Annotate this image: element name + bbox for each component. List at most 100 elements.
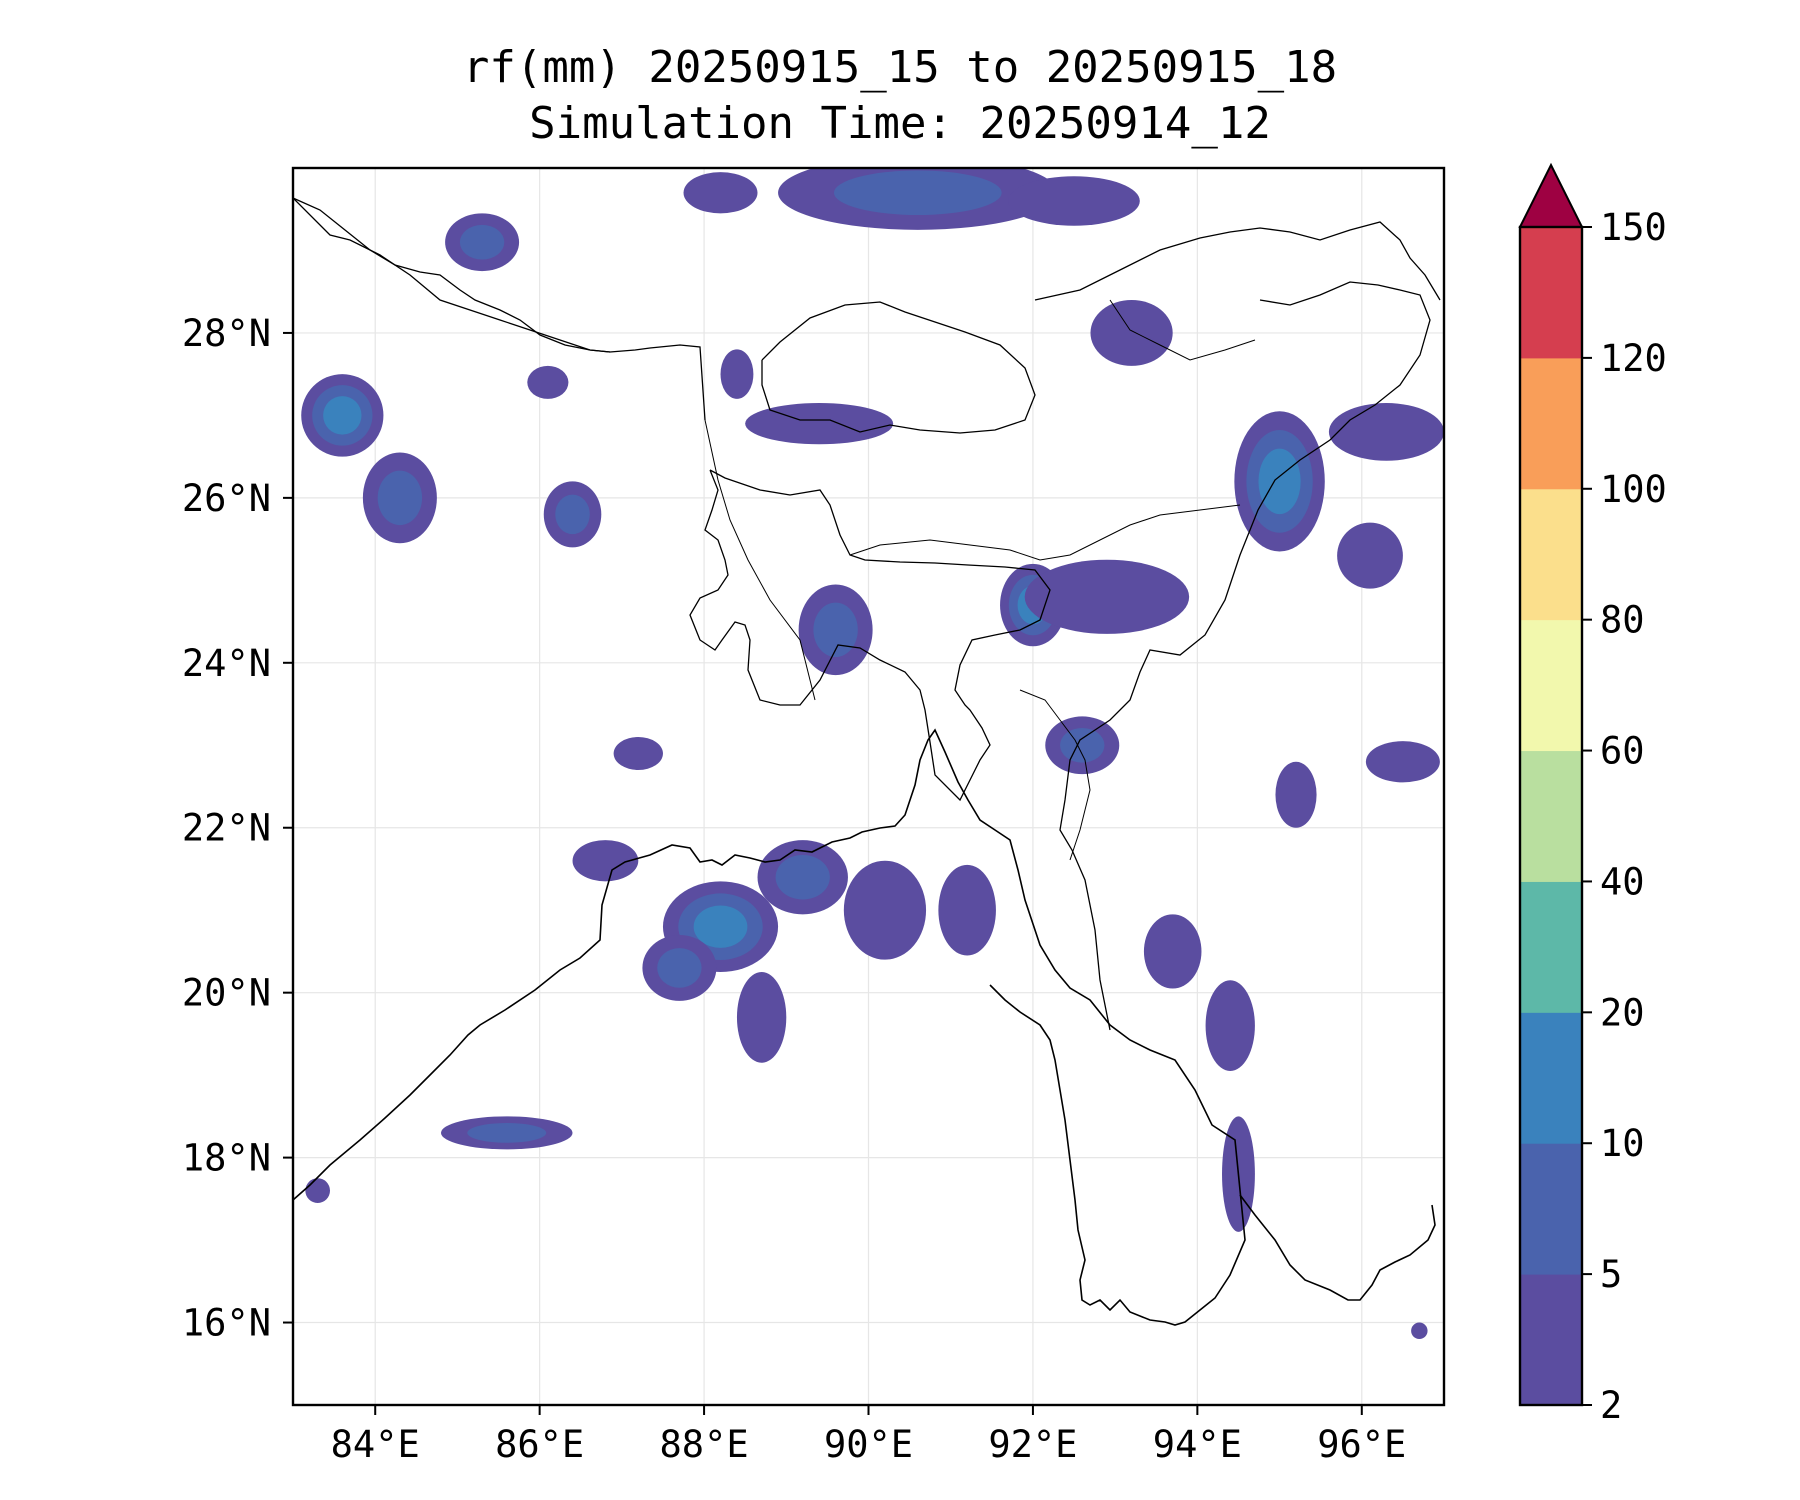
colorbar-segment bbox=[1520, 1274, 1582, 1406]
rain-cell bbox=[798, 584, 873, 676]
colorbar-extend-arrow bbox=[1518, 162, 1584, 228]
rain-cell bbox=[1008, 176, 1140, 226]
lat-tick-label: 20°N bbox=[182, 972, 271, 1015]
lat-tick-label: 24°N bbox=[182, 642, 271, 685]
coastline-east-india bbox=[293, 728, 1246, 1326]
rain-cell bbox=[757, 840, 848, 915]
colorbar-tick-label: 100 bbox=[1600, 468, 1667, 511]
rain-contour bbox=[1008, 176, 1140, 226]
border-nepal-china bbox=[293, 197, 611, 353]
rain-contour bbox=[555, 494, 590, 535]
rain-contour bbox=[1337, 522, 1403, 589]
rain-contour bbox=[467, 1122, 547, 1143]
rain-cell bbox=[1045, 716, 1120, 775]
lon-tick-label: 86°E bbox=[495, 1423, 584, 1466]
colorbar-tick-label: 60 bbox=[1600, 730, 1645, 773]
rain-cell bbox=[1090, 299, 1173, 366]
coastline-myanmar-south bbox=[1239, 1194, 1436, 1301]
colorbar-tick-label: 80 bbox=[1600, 599, 1645, 642]
rain-cell bbox=[843, 860, 927, 960]
colorbar-tick-label: 120 bbox=[1600, 337, 1667, 380]
coastlines-borders bbox=[293, 197, 1441, 1326]
lat-tick-label: 28°N bbox=[182, 312, 271, 355]
colorbar-tick-label: 20 bbox=[1600, 991, 1645, 1034]
border-bangladesh bbox=[689, 469, 1051, 802]
border-tripura-mizoram bbox=[1019, 689, 1091, 861]
rain-cell bbox=[938, 864, 996, 956]
rain-contour bbox=[1411, 1322, 1428, 1340]
border-india-myanmar bbox=[1059, 281, 1431, 1031]
colorbar-tick-label: 2 bbox=[1600, 1384, 1622, 1427]
rain-contour bbox=[527, 365, 569, 399]
rain-cell bbox=[683, 172, 758, 214]
border-bhutan bbox=[761, 301, 1036, 434]
rain-cell bbox=[1337, 522, 1403, 589]
colorbar-tick-label: 40 bbox=[1600, 860, 1645, 903]
rain-contour bbox=[1275, 761, 1317, 828]
rain-contour bbox=[720, 349, 754, 399]
rain-cell bbox=[642, 934, 717, 1001]
rain-cell bbox=[305, 1178, 330, 1203]
rain-contour bbox=[693, 905, 748, 948]
rain-contour bbox=[683, 172, 758, 214]
rainfall-layer bbox=[301, 168, 1444, 1340]
colorbar-frame bbox=[1518, 225, 1584, 1407]
rain-contour bbox=[613, 737, 663, 771]
lon-tick-label: 84°E bbox=[331, 1423, 420, 1466]
rain-cell bbox=[1275, 761, 1317, 828]
rain-cell bbox=[1024, 559, 1190, 634]
colorbar-segment bbox=[1520, 227, 1582, 359]
lon-tick-label: 90°E bbox=[824, 1423, 913, 1466]
rain-contour bbox=[745, 403, 894, 445]
border-india-north bbox=[1109, 299, 1256, 361]
colorbar-segment bbox=[1520, 750, 1582, 882]
rain-contour bbox=[657, 948, 702, 988]
rain-cell bbox=[527, 365, 569, 399]
rain-cell bbox=[778, 168, 1058, 230]
map-frame bbox=[291, 166, 1446, 1407]
rain-contour bbox=[1060, 727, 1105, 763]
lon-tick-label: 94°E bbox=[1153, 1423, 1242, 1466]
colorbar-segment bbox=[1520, 1143, 1582, 1275]
colorbar: 2 5 10 20 40 60 80 100 120 150 bbox=[1518, 162, 1667, 1427]
colorbar-tick-label: 150 bbox=[1600, 206, 1667, 249]
rain-cell bbox=[613, 737, 663, 771]
border-india-china-east bbox=[1034, 221, 1441, 301]
rain-contour bbox=[938, 864, 996, 956]
rain-cell bbox=[1205, 980, 1255, 1072]
rain-cell bbox=[445, 213, 520, 272]
rain-cell bbox=[1365, 741, 1440, 783]
colorbar-tick-label: 5 bbox=[1600, 1253, 1622, 1296]
rain-cell bbox=[440, 1116, 573, 1150]
rain-contour bbox=[813, 602, 858, 658]
rain-contour bbox=[305, 1178, 330, 1203]
rain-contour bbox=[1258, 448, 1301, 515]
lat-tick-label: 26°N bbox=[182, 477, 271, 520]
lat-tick-label: 18°N bbox=[182, 1137, 271, 1180]
rain-cell bbox=[1143, 914, 1202, 989]
colorbar-segment bbox=[1520, 619, 1582, 752]
rain-contour bbox=[843, 860, 927, 960]
axis-ticks: 84°E 86°E 88°E 90°E 92°E 94°E 96°E 16°N 18°N 20°N… bbox=[182, 312, 1406, 1466]
colorbar-tick-label: 10 bbox=[1600, 1122, 1645, 1165]
lon-tick-label: 88°E bbox=[660, 1423, 749, 1466]
rain-contour bbox=[377, 470, 423, 526]
rain-contour bbox=[572, 840, 639, 882]
rain-contour bbox=[1024, 559, 1190, 634]
lon-tick-label: 96°E bbox=[1317, 1423, 1406, 1466]
rain-cell bbox=[720, 349, 754, 399]
border-meghalaya-assam bbox=[849, 504, 1241, 561]
rain-contour bbox=[1143, 914, 1202, 989]
lat-tick-label: 16°N bbox=[182, 1302, 271, 1345]
rain-cell bbox=[362, 452, 437, 544]
lat-tick-label: 22°N bbox=[182, 807, 271, 850]
rain-cell bbox=[572, 840, 639, 882]
chart-subtitle: Simulation Time: 20250914_12 bbox=[529, 98, 1271, 149]
colorbar-segment bbox=[1520, 488, 1582, 621]
rain-contour bbox=[736, 972, 787, 1063]
colorbar-segment bbox=[1520, 881, 1582, 1013]
rain-cell bbox=[301, 374, 384, 457]
border-india-states bbox=[704, 419, 816, 701]
rain-contour bbox=[1365, 741, 1440, 783]
